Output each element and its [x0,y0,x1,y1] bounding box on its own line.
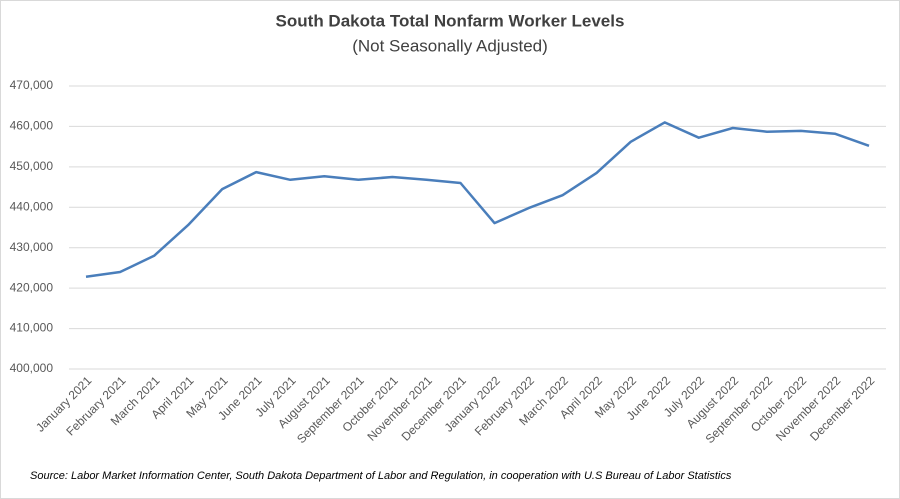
data-line [85,121,870,279]
chart-subtitle: (Not Seasonally Adjusted) [352,36,548,55]
y-tick-label: 470,000 [10,78,54,92]
y-tick-label: 400,000 [10,361,54,375]
y-tick-label: 450,000 [10,159,54,173]
y-tick-label: 440,000 [10,199,54,213]
source-note: Source: Labor Market Information Center,… [30,470,732,482]
y-tick-label: 430,000 [10,240,54,254]
y-tick-label: 420,000 [10,280,54,294]
chart-title: South Dakota Total Nonfarm Worker Levels [276,11,625,30]
y-tick-label: 460,000 [10,119,54,133]
y-tick-label: 410,000 [10,321,54,335]
